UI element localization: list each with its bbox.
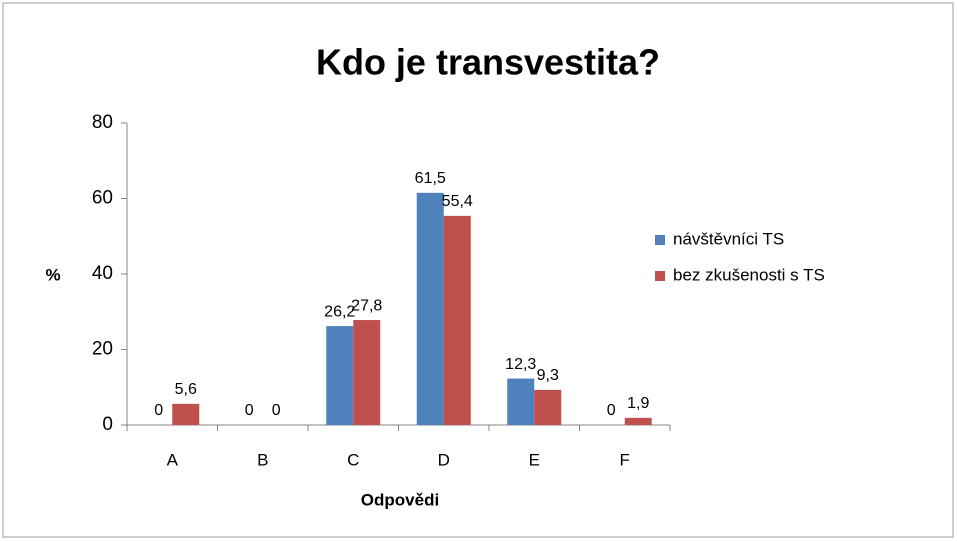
bar — [172, 403, 200, 425]
bar — [326, 326, 354, 425]
bar — [507, 378, 535, 425]
data-label: 12,3 — [505, 356, 536, 373]
data-label: 0 — [245, 402, 254, 419]
y-tick-label: 60 — [92, 188, 113, 209]
data-label: 0 — [154, 402, 163, 419]
y-tick-label: 80 — [92, 112, 113, 133]
data-label: 0 — [607, 402, 616, 419]
legend-label: bez zkušenosti s TS — [673, 265, 825, 284]
x-tick-label: A — [167, 450, 179, 469]
y-tick-label: 0 — [102, 414, 113, 435]
bar — [534, 389, 562, 425]
y-axis-label: % — [45, 265, 60, 284]
chart-title: Kdo je transvestita? — [316, 42, 660, 83]
x-tick-label: F — [620, 450, 630, 469]
bar — [624, 417, 652, 425]
data-label: 27,8 — [351, 297, 382, 314]
data-label: 5,6 — [175, 381, 197, 398]
bar — [443, 215, 471, 425]
data-label: 55,4 — [442, 193, 473, 210]
x-tick-label: B — [257, 450, 268, 469]
y-tick-label: 40 — [92, 263, 113, 284]
legend-swatch — [655, 271, 665, 281]
y-tick-label: 20 — [92, 339, 113, 360]
x-tick-label: E — [529, 450, 540, 469]
bar — [416, 192, 444, 425]
legend-label: návštěvníci TS — [673, 229, 784, 248]
data-label: 1,9 — [627, 395, 649, 412]
data-label: 61,5 — [415, 170, 446, 187]
x-tick-label: D — [438, 450, 450, 469]
data-label: 0 — [272, 402, 281, 419]
legend-swatch — [655, 235, 665, 245]
bar — [353, 320, 381, 425]
x-axis-label: Odpovědi — [361, 490, 439, 509]
data-label: 9,3 — [537, 367, 559, 384]
x-tick-label: C — [347, 450, 359, 469]
data-label: 26,2 — [324, 303, 355, 320]
